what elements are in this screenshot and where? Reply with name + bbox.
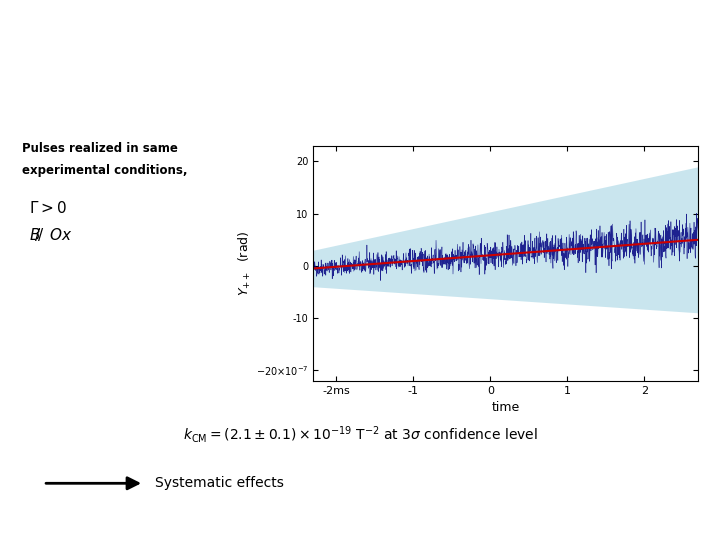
Text: Pulses realized in same: Pulses realized in same (22, 142, 177, 155)
Text: $k_{\mathrm{CM}} = (2.1 \pm 0.1)\times10^{-19}$ T$^{-2}$ at $3\sigma$ confidence: $k_{\mathrm{CM}} = (2.1 \pm 0.1)\times10… (183, 424, 537, 445)
Text: experimental conditions,: experimental conditions, (22, 164, 187, 177)
Text: Systematic effects: Systematic effects (155, 476, 284, 490)
X-axis label: time: time (492, 401, 520, 414)
Text: Results in vacuum: Results in vacuum (195, 17, 525, 51)
Text: $B\!\!/\!/\,$ Ox: $B\!\!/\!/\,$ Ox (29, 226, 73, 244)
Y-axis label: $Y_{++}$  (rad): $Y_{++}$ (rad) (237, 231, 253, 296)
Text: $\Gamma > 0$: $\Gamma > 0$ (29, 200, 67, 216)
